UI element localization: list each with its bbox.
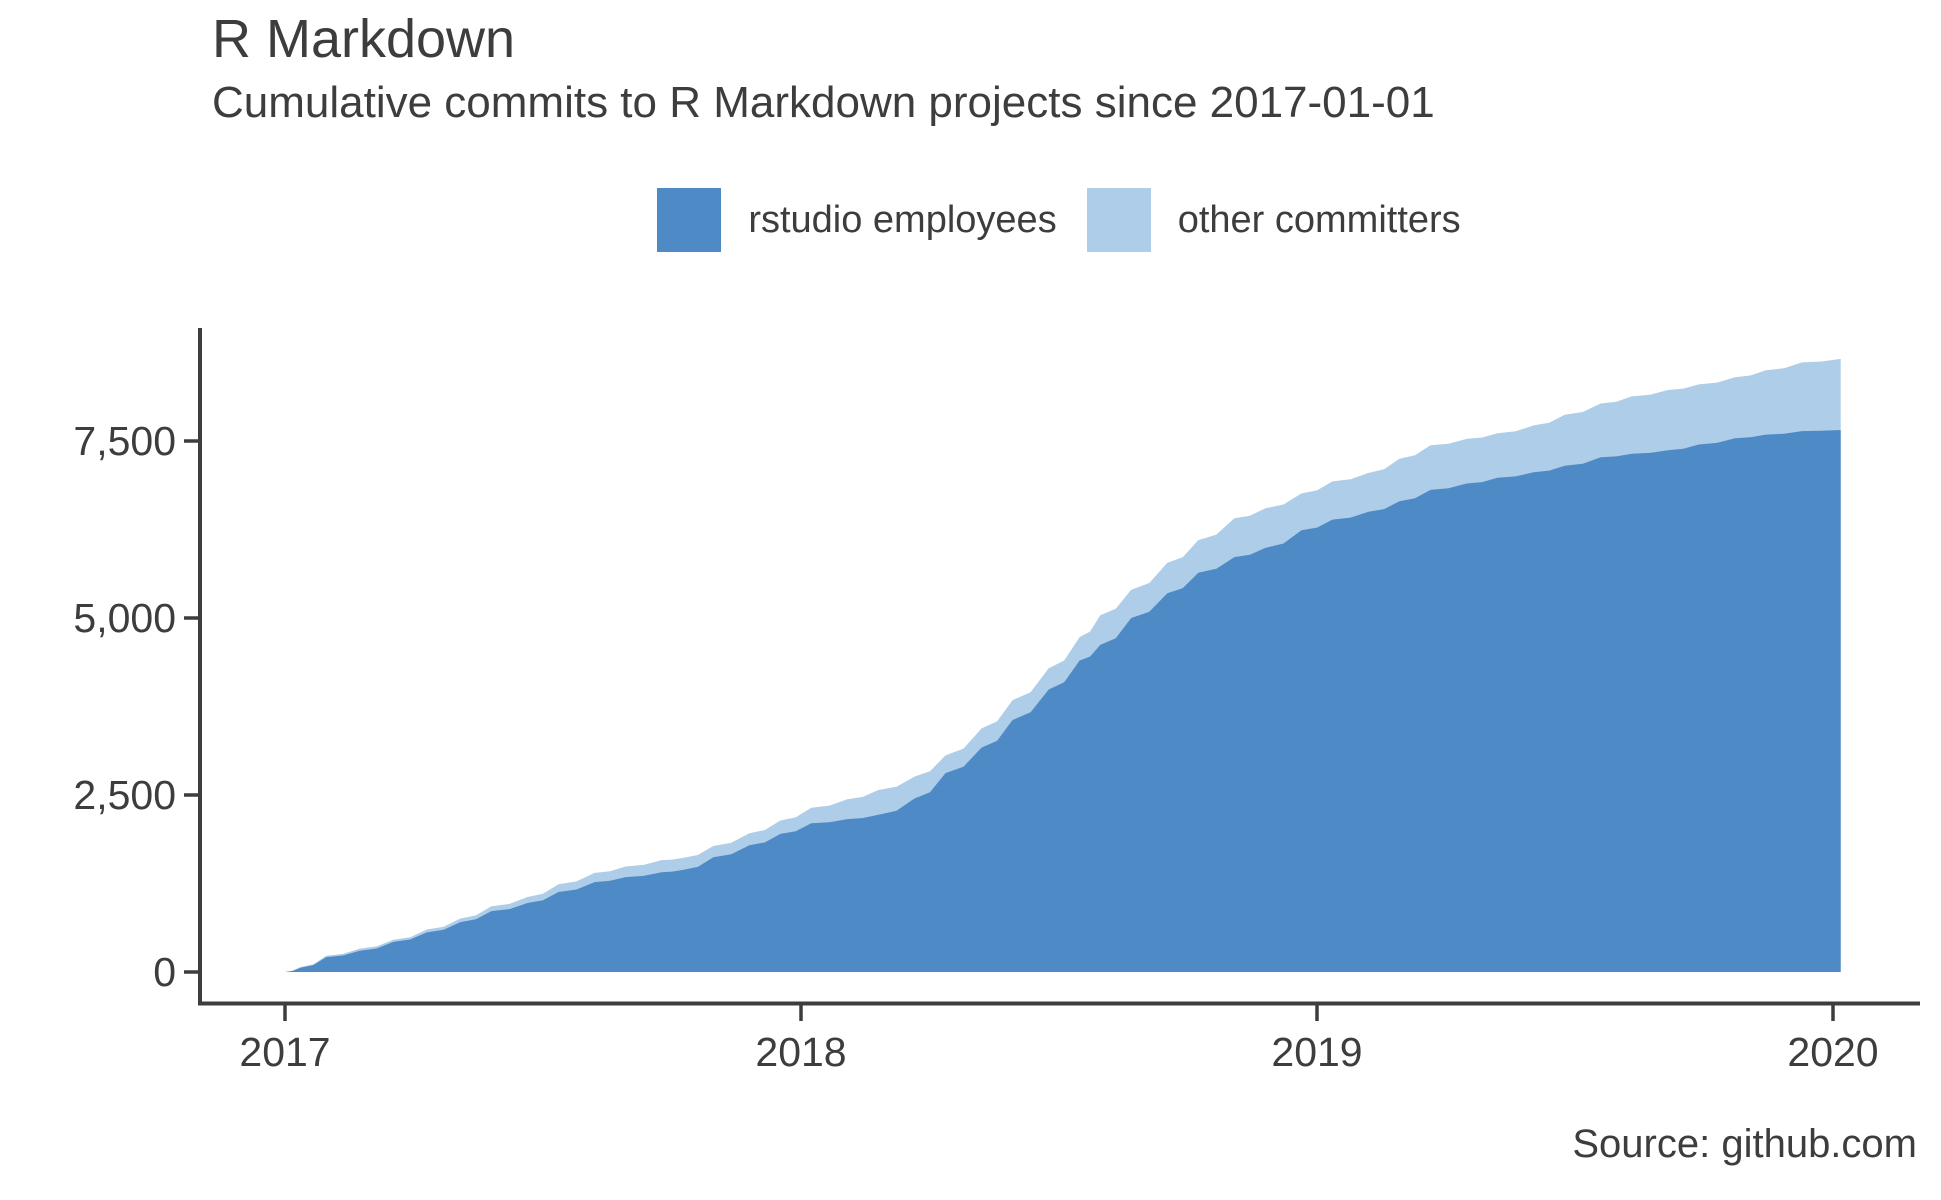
chart-title: R Markdown (212, 9, 516, 69)
legend-swatch-rstudio-icon (657, 188, 722, 252)
chart-subtitle: Cumulative commits to R Markdown project… (212, 78, 1435, 127)
legend-label-other: other committers (1177, 198, 1461, 241)
y-tick-label-7500: 7,500 (73, 418, 176, 464)
x-tick-label-2020: 2020 (1787, 1029, 1878, 1075)
legend-item-other-committers: other committers (1086, 188, 1461, 252)
x-tick-label-2019: 2019 (1271, 1029, 1362, 1075)
x-tick-label-2018: 2018 (755, 1029, 846, 1075)
legend-item-rstudio-employees: rstudio employees (657, 188, 1057, 252)
legend-label-rstudio: rstudio employees (748, 198, 1057, 241)
y-tick-label-2500: 2,500 (73, 772, 176, 818)
y-tick-label-0: 0 (153, 949, 176, 995)
legend: rstudio employees other committers (198, 188, 1920, 252)
area-rstudio-employees (285, 430, 1841, 972)
x-tick-label-2017: 2017 (239, 1029, 330, 1075)
y-tick-label-5000: 5,000 (73, 595, 176, 641)
source-caption: Source: github.com (1572, 1122, 1917, 1166)
legend-swatch-other-icon (1086, 188, 1151, 252)
